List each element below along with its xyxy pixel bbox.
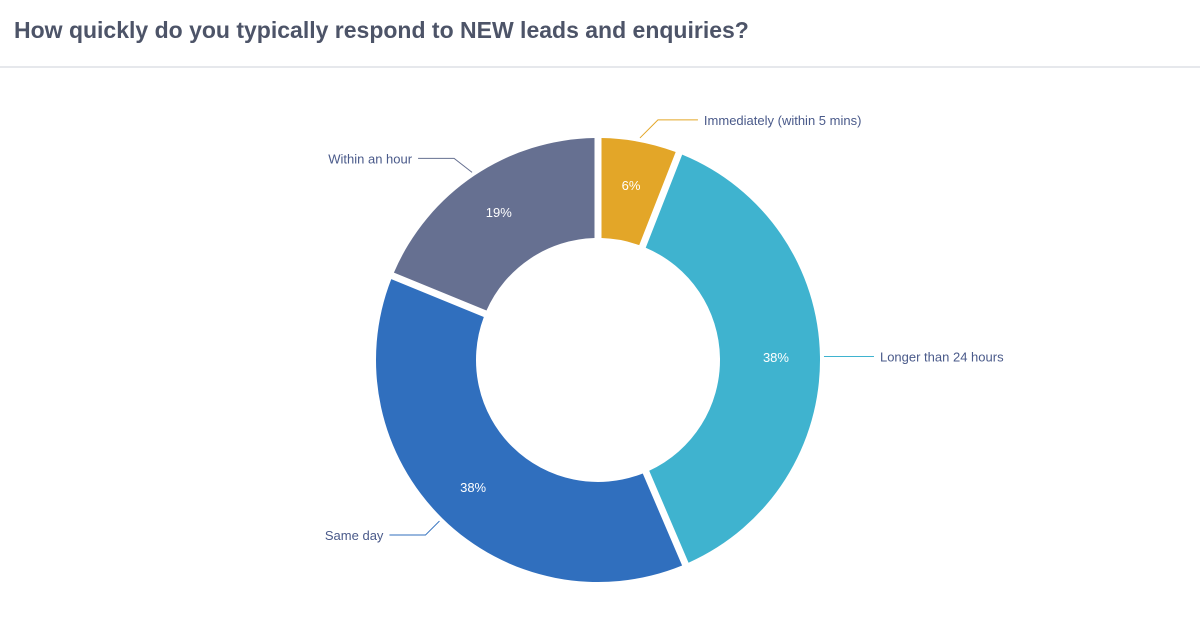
- value-label-immediately-within-5-mins: 6%: [622, 178, 641, 193]
- category-label-longer-than-24-hours: Longer than 24 hours: [880, 349, 1004, 364]
- leader-lines-group: [389, 119, 874, 536]
- leader-line-same-day: [389, 520, 440, 536]
- labels-group: 6% Immediately (within 5 mins) 38% Longer t…: [325, 113, 1004, 543]
- slice-immediately-within-5-mins[interactable]: [601, 138, 676, 246]
- value-label-same-day: 38%: [460, 480, 486, 495]
- category-label-immediately-within-5-mins: Immediately (within 5 mins): [704, 113, 862, 128]
- category-label-same-day: Same day: [325, 528, 384, 543]
- page-title: How quickly do you typically respond to …: [14, 17, 749, 43]
- value-label-within-an-hour: 19%: [486, 205, 512, 220]
- slices-group: [376, 138, 820, 583]
- leader-line-immediately-within-5-mins: [639, 119, 698, 139]
- leader-line-within-an-hour: [418, 157, 473, 173]
- value-label-longer-than-24-hours: 38%: [763, 350, 789, 365]
- slice-within-an-hour[interactable]: [393, 138, 595, 311]
- category-label-within-an-hour: Within an hour: [328, 151, 412, 166]
- slice-longer-than-24-hours[interactable]: [645, 154, 820, 563]
- slice-same-day[interactable]: [376, 279, 683, 583]
- title-bar: How quickly do you typically respond to …: [0, 0, 1200, 68]
